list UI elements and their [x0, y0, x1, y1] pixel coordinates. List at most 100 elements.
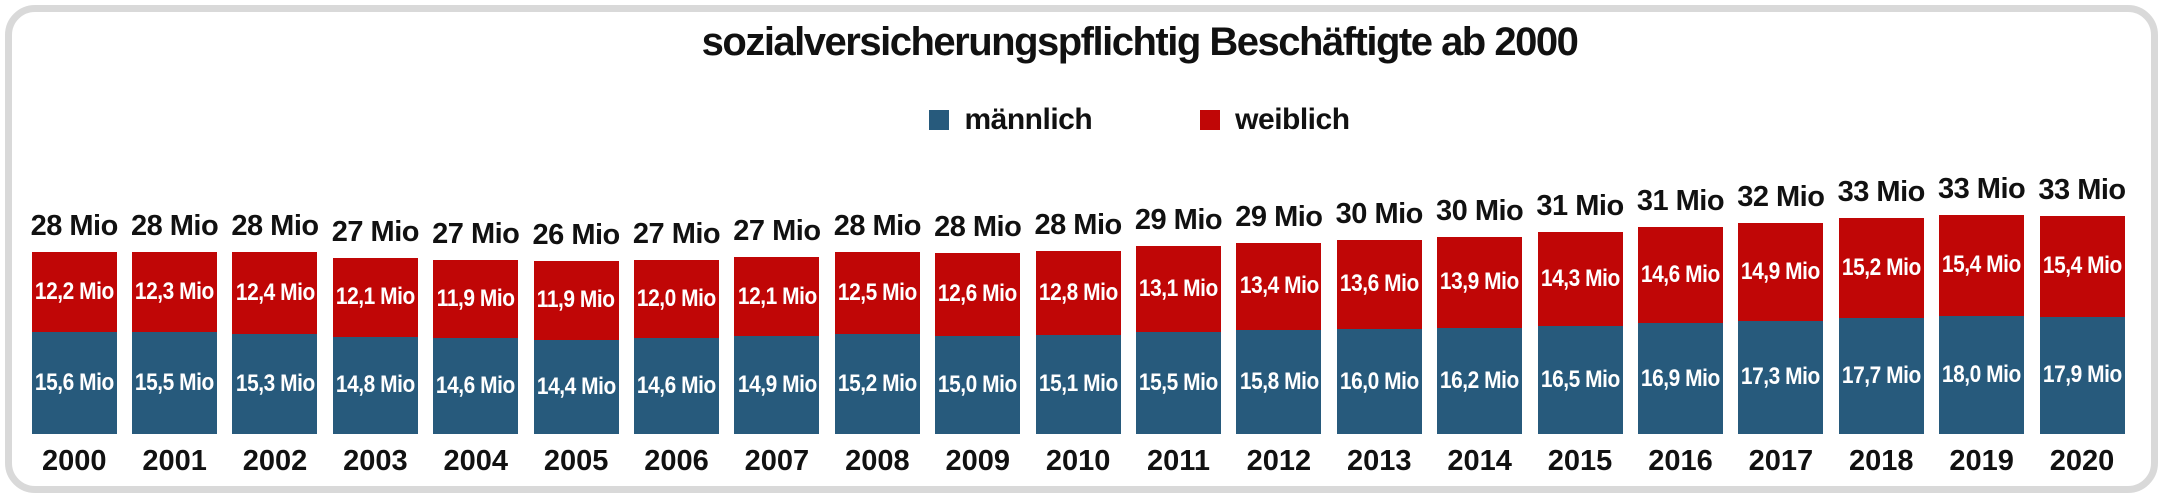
x-tick-2008: 2008: [845, 445, 910, 477]
bar-group-2019: 33 Mio 15,4 Mio 18,0 Mio: [1931, 174, 2031, 434]
bar-value-label-maennlich: 14,6 Mio: [637, 372, 716, 400]
bar-group-2009: 28 Mio 12,6 Mio 15,0 Mio: [928, 212, 1028, 434]
bar-2008-maennlich: 15,2 Mio: [834, 334, 920, 434]
total-label-2018: 33 Mio: [1837, 176, 1926, 209]
x-tick-2004: 2004: [443, 445, 509, 477]
bar-2018-weiblich: 15,2 Mio: [1838, 218, 1924, 318]
bar-group-2017: 32 Mio 14,9 Mio 17,3 Mio: [1731, 182, 1831, 434]
bar-value-label-weiblich: 12,4 Mio: [235, 278, 315, 306]
x-tick-2003: 2003: [343, 445, 408, 477]
total-label-2014: 30 Mio: [1436, 194, 1524, 227]
bar-2007-maennlich: 14,9 Mio: [734, 336, 820, 434]
bar-value-label-weiblich: 12,1 Mio: [335, 283, 415, 311]
x-tick-2018: 2018: [1848, 445, 1914, 477]
bar-2017-maennlich: 17,3 Mio: [1738, 320, 1824, 434]
bar-2018-maennlich: 17,7 Mio: [1838, 317, 1924, 434]
bar-group-2005: 26 Mio 11,9 Mio 14,4 Mio: [526, 220, 626, 434]
bar-2009-weiblich: 12,6 Mio: [935, 252, 1021, 336]
bar-group-2001: 28 Mio 12,3 Mio 15,5 Mio: [124, 211, 224, 434]
bar-group-2016: 31 Mio 14,6 Mio 16,9 Mio: [1630, 186, 1730, 434]
total-label-2013: 30 Mio: [1335, 197, 1424, 230]
bar-value-label-weiblich: 12,3 Mio: [135, 277, 215, 305]
bar-value-label-maennlich: 15,3 Mio: [235, 369, 315, 397]
bar-value-label-weiblich: 14,9 Mio: [1741, 257, 1821, 285]
x-tick-2014: 2014: [1447, 445, 1512, 477]
chart-legend: männlich weiblich: [116, 103, 2163, 137]
bar-group-2015: 31 Mio 14,3 Mio 16,5 Mio: [1530, 191, 1630, 434]
x-tick-2019: 2019: [1949, 445, 2014, 477]
bar-2017-weiblich: 14,9 Mio: [1738, 222, 1824, 321]
bar-value-label-maennlich: 16,2 Mio: [1440, 366, 1520, 394]
x-tick-2020: 2020: [2049, 445, 2115, 477]
bar-value-label-weiblich: 13,1 Mio: [1139, 275, 1218, 303]
bar-group-2000: 28 Mio 12,2 Mio 15,6 Mio: [24, 211, 124, 434]
bar-value-label-maennlich: 16,5 Mio: [1540, 365, 1620, 393]
bar-2006-maennlich: 14,6 Mio: [634, 338, 720, 434]
bar-value-label-maennlich: 16,9 Mio: [1640, 364, 1720, 392]
bar-value-label-weiblich: 13,6 Mio: [1339, 270, 1419, 298]
total-label-2008: 28 Mio: [833, 210, 922, 243]
bar-2005-maennlich: 14,4 Mio: [533, 339, 619, 434]
total-label-2006: 27 Mio: [632, 217, 721, 250]
total-label-2003: 27 Mio: [331, 215, 420, 248]
chart-title: sozialversicherungspflichtig Beschäftigt…: [701, 20, 1579, 64]
bar-2014-maennlich: 16,2 Mio: [1437, 327, 1523, 434]
bar-2010-maennlich: 15,1 Mio: [1035, 334, 1121, 434]
legend-label-maennlich: männlich: [964, 103, 1093, 136]
bar-value-label-weiblich: 14,6 Mio: [1640, 261, 1720, 289]
bar-value-label-maennlich: 17,7 Mio: [1841, 361, 1921, 389]
bar-group-2006: 27 Mio 12,0 Mio 14,6 Mio: [626, 219, 726, 434]
x-tick-2013: 2013: [1347, 445, 1412, 477]
bar-value-label-weiblich: 15,4 Mio: [1942, 251, 2022, 279]
bar-value-label-weiblich: 12,6 Mio: [938, 280, 1018, 308]
bar-2012-weiblich: 13,4 Mio: [1236, 242, 1322, 331]
x-tick-2001: 2001: [142, 445, 207, 477]
bar-2003-weiblich: 12,1 Mio: [332, 257, 418, 337]
total-label-2001: 28 Mio: [130, 209, 219, 242]
bar-2020-maennlich: 17,9 Mio: [2039, 316, 2125, 434]
bar-2002-maennlich: 15,3 Mio: [232, 333, 318, 434]
bar-2007-weiblich: 12,1 Mio: [734, 256, 820, 337]
bar-2020-weiblich: 15,4 Mio: [2039, 215, 2125, 317]
bar-2006-weiblich: 12,0 Mio: [634, 259, 720, 339]
bar-value-label-weiblich: 11,9 Mio: [537, 286, 616, 314]
bar-value-label-weiblich: 15,2 Mio: [1841, 254, 1921, 282]
bar-2004-weiblich: 11,9 Mio: [433, 260, 519, 339]
bar-value-label-maennlich: 14,9 Mio: [737, 371, 817, 399]
bar-value-label-weiblich: 12,1 Mio: [737, 282, 817, 310]
bar-value-label-maennlich: 17,9 Mio: [2042, 361, 2122, 389]
bar-2000-maennlich: 15,6 Mio: [31, 331, 117, 434]
bar-2008-weiblich: 12,5 Mio: [834, 252, 920, 335]
bar-group-2018: 33 Mio 15,2 Mio 17,7 Mio: [1831, 177, 1931, 434]
total-label-2010: 28 Mio: [1034, 208, 1122, 241]
x-tick-2002: 2002: [242, 445, 308, 477]
bar-group-2010: 28 Mio 12,8 Mio 15,1 Mio: [1028, 210, 1128, 434]
bar-2013-maennlich: 16,0 Mio: [1336, 329, 1422, 434]
bar-group-2003: 27 Mio 12,1 Mio 14,8 Mio: [325, 217, 425, 434]
bar-value-label-weiblich: 13,4 Mio: [1239, 272, 1319, 300]
x-tick-2015: 2015: [1547, 445, 1613, 477]
bar-value-label-maennlich: 15,2 Mio: [837, 370, 917, 398]
bar-value-label-weiblich: 12,5 Mio: [837, 279, 917, 307]
bar-value-label-maennlich: 15,0 Mio: [938, 370, 1018, 398]
bar-2009-maennlich: 15,0 Mio: [935, 335, 1021, 434]
bar-value-label-weiblich: 11,9 Mio: [436, 285, 515, 313]
bar-value-label-maennlich: 15,1 Mio: [1038, 370, 1118, 398]
bar-value-label-weiblich: 15,4 Mio: [2042, 252, 2122, 280]
bar-2001-maennlich: 15,5 Mio: [132, 332, 218, 434]
legend-item-maennlich: männlich: [929, 103, 1093, 137]
bar-value-label-weiblich: 12,2 Mio: [34, 277, 114, 305]
bar-2011-weiblich: 13,1 Mio: [1135, 246, 1221, 333]
bar-value-label-weiblich: 12,8 Mio: [1038, 278, 1118, 306]
bar-2012-maennlich: 15,8 Mio: [1236, 330, 1322, 434]
total-label-2009: 28 Mio: [934, 210, 1022, 243]
bar-group-2014: 30 Mio 13,9 Mio 16,2 Mio: [1429, 196, 1529, 434]
bar-value-label-maennlich: 15,8 Mio: [1239, 368, 1319, 396]
bar-2004-maennlich: 14,6 Mio: [433, 338, 519, 434]
x-tick-2007: 2007: [744, 445, 810, 477]
bar-2001-weiblich: 12,3 Mio: [132, 251, 218, 333]
x-tick-2009: 2009: [945, 445, 1010, 477]
bar-2015-weiblich: 14,3 Mio: [1537, 232, 1623, 326]
bar-2019-maennlich: 18,0 Mio: [1939, 315, 2025, 434]
bar-group-2011: 29 Mio 13,1 Mio 15,5 Mio: [1128, 205, 1228, 434]
